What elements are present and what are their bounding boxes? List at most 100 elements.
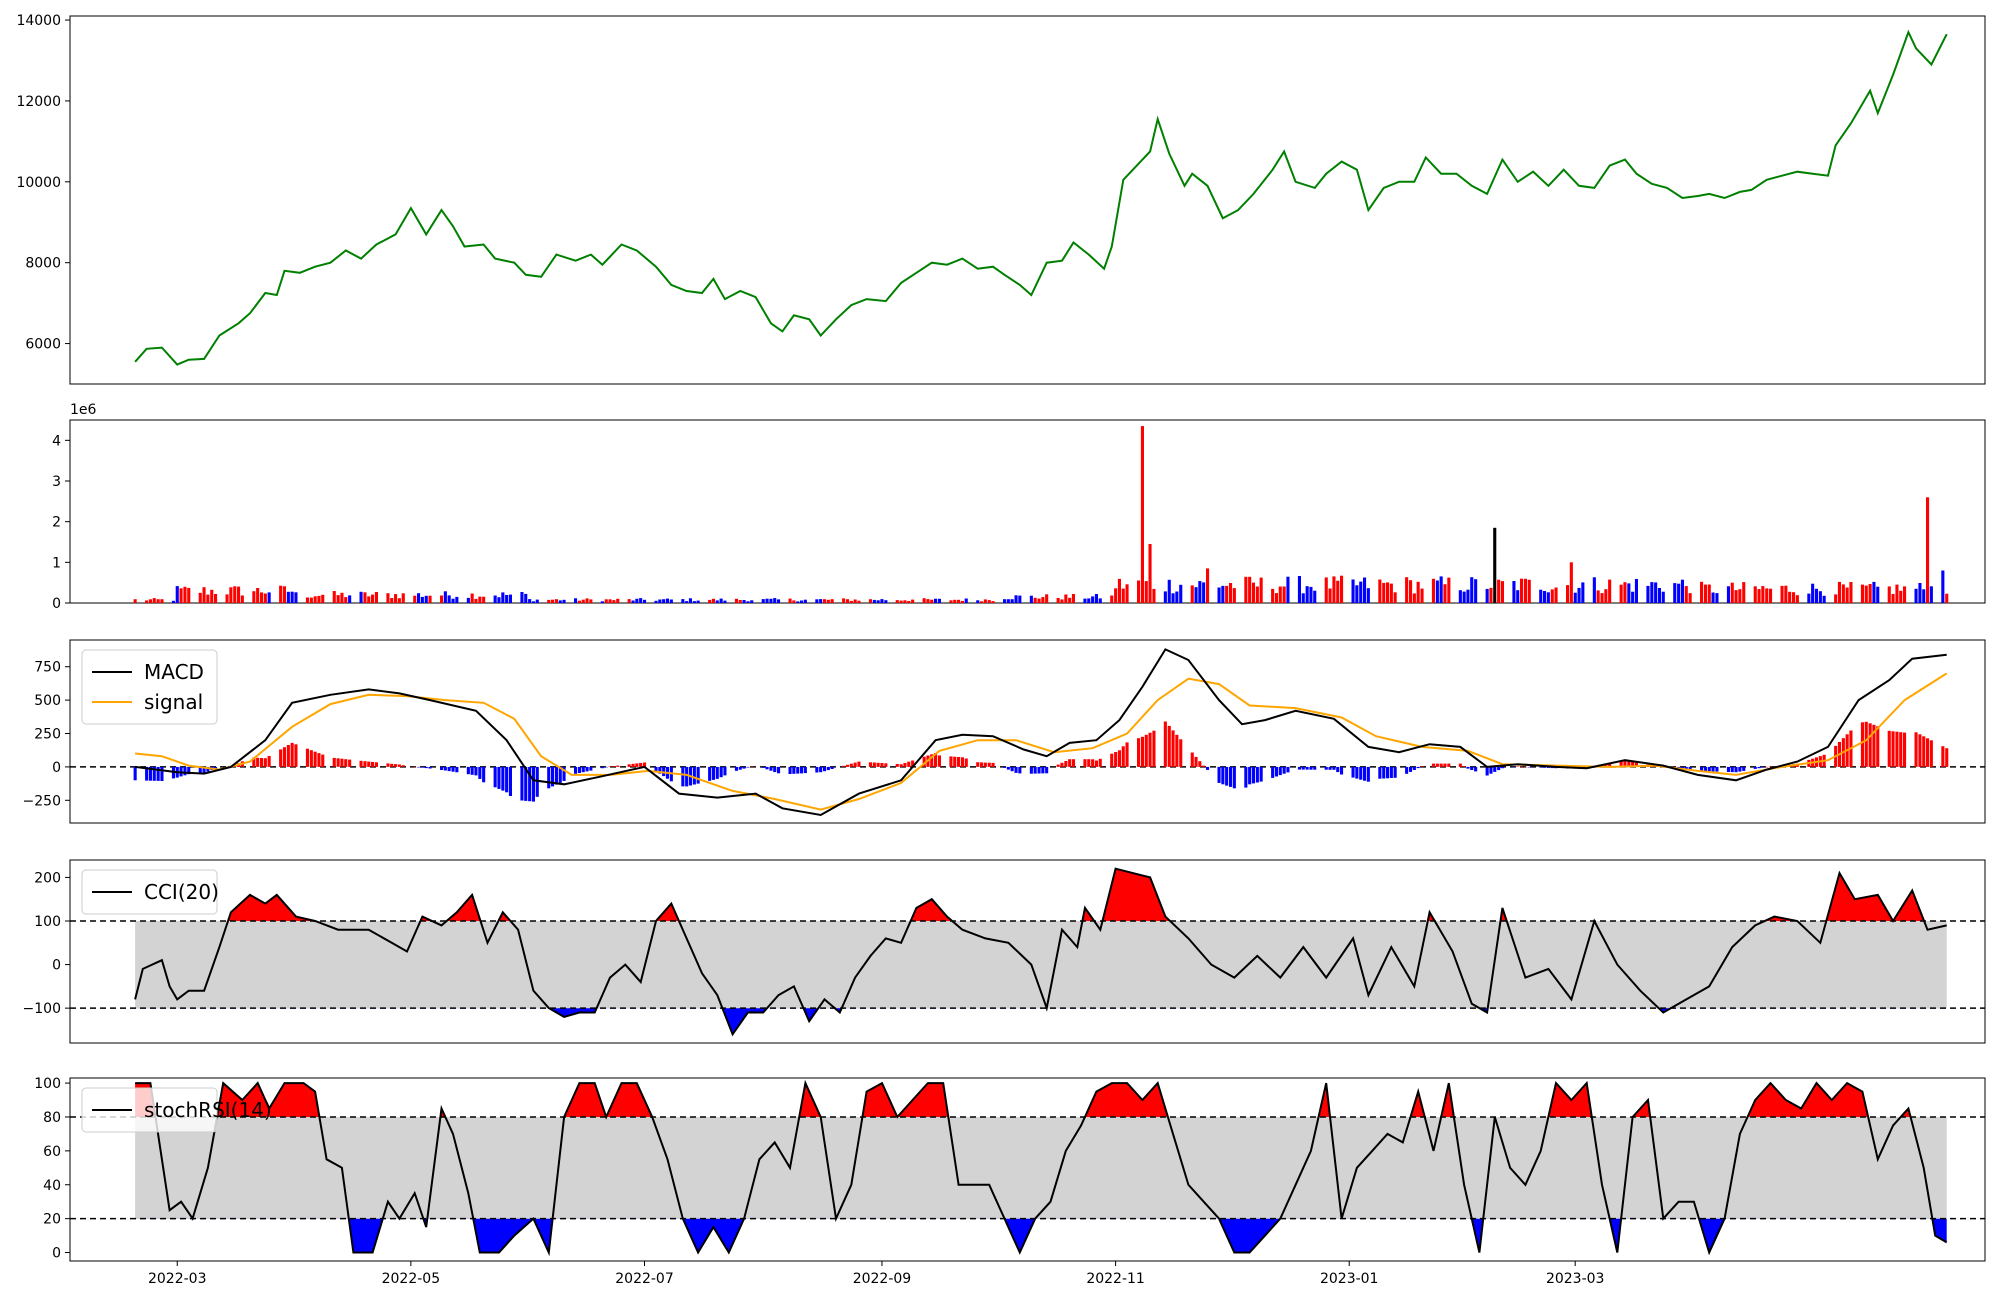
volume-bar	[535, 599, 539, 603]
volume-bar	[1167, 579, 1171, 603]
macd-hist-bar	[531, 766, 535, 802]
volume-bar	[290, 591, 294, 603]
macd-hist-bar	[1684, 766, 1688, 770]
macd-hist-bar	[976, 762, 980, 767]
macd-hist-bar	[658, 766, 662, 774]
volume-bar	[413, 595, 417, 603]
macd-hist-bar	[815, 766, 819, 773]
macd-histogram	[133, 721, 1949, 802]
macd-hist-bar	[1887, 730, 1891, 767]
volume-bar	[1064, 594, 1068, 603]
volume-bar	[1922, 589, 1926, 603]
macd-hist-bar	[1765, 766, 1769, 768]
volume-bar	[474, 598, 478, 603]
macd-hist-bar	[1382, 766, 1386, 779]
macd-hist-bar	[443, 766, 447, 771]
volume-bar	[317, 595, 321, 603]
macd-hist-bar	[520, 766, 524, 801]
volume-bar	[237, 586, 241, 603]
macd-hist-bar	[1324, 766, 1328, 770]
volume-bar	[359, 591, 363, 603]
volume-bar	[1765, 588, 1769, 603]
macd-hist-bar	[723, 766, 727, 776]
volume-bar	[1654, 582, 1658, 603]
volume-bar	[206, 594, 210, 603]
macd-hist-bar	[1098, 758, 1102, 767]
macd-hist-bar	[1175, 734, 1179, 767]
volume-bar	[520, 592, 524, 603]
volume-bar	[424, 595, 428, 603]
volume-bar	[344, 597, 348, 603]
macd-hist-bar	[1006, 766, 1010, 770]
macd-hist-bar	[417, 766, 421, 768]
macd-hist-bar	[152, 766, 156, 781]
macd-hist-bar	[371, 761, 375, 767]
price-ytick-label: 8000	[25, 256, 61, 272]
cci-ytick-label: 100	[34, 914, 61, 930]
macd-hist-bar	[1700, 766, 1704, 771]
macd-hist-bar	[1868, 723, 1872, 767]
price-ytick-label: 12000	[16, 94, 61, 110]
volume-bar	[1474, 579, 1478, 603]
volume-bar	[868, 599, 872, 603]
volume-bar	[1795, 595, 1799, 603]
macd-hist-bar	[1117, 750, 1121, 767]
macd-hist-bar	[551, 766, 555, 787]
macd-hist-bar	[1206, 766, 1210, 770]
macd-hist-bar	[1060, 762, 1064, 767]
volume-bar	[1217, 587, 1221, 603]
macd-hist-bar	[267, 756, 271, 767]
macd-hist-bar	[685, 766, 689, 787]
volume-bar	[574, 598, 578, 603]
macd-hist-bar	[792, 766, 796, 774]
volume-bar	[1715, 593, 1719, 603]
macd-hist-bar	[478, 766, 482, 779]
macd-hist-bar	[317, 753, 321, 767]
volume-bar	[1324, 577, 1328, 603]
volume-bar	[616, 598, 620, 603]
volume-bar	[210, 589, 214, 603]
macd-hist-bar	[1297, 766, 1301, 770]
macd-hist-bar	[711, 766, 715, 780]
volume-bar	[198, 592, 202, 603]
volume-bar	[960, 600, 964, 603]
macd-hist-bar	[937, 755, 941, 767]
macd-hist-bar	[1221, 766, 1225, 785]
volume-bar	[734, 598, 738, 603]
macd-hist-bar	[133, 766, 137, 781]
volume-bar	[1431, 578, 1435, 603]
macd-hist-bar	[1259, 766, 1263, 782]
macd-hist-bar	[528, 766, 532, 802]
macd-hist-bar	[589, 766, 593, 771]
macd-hist-bar	[1083, 759, 1087, 767]
volume-bar	[1435, 580, 1439, 603]
volume-bar	[662, 599, 666, 603]
volume-bar	[313, 596, 317, 603]
macd-hist-bar	[1041, 766, 1045, 774]
macd-hist-bar	[581, 766, 585, 773]
volume-bar	[1443, 584, 1447, 603]
volume-bar	[1581, 582, 1585, 603]
macd-hist-bar	[1742, 766, 1746, 771]
volume-bar	[1458, 590, 1462, 603]
volume-bar	[849, 600, 853, 603]
macd-hist-bar	[1512, 766, 1516, 768]
macd-ytick-label: 250	[34, 727, 61, 743]
macd-hist-bar	[305, 748, 309, 767]
volume-bar	[229, 587, 233, 603]
macd-hist-bar	[1198, 761, 1202, 767]
volume-bar	[907, 601, 911, 603]
volume-bar	[1623, 582, 1627, 603]
macd-hist-bar	[681, 766, 685, 787]
volume-bar	[1466, 589, 1470, 603]
macd-hist-bar	[616, 765, 620, 767]
volume-bar	[175, 586, 179, 603]
stochrsi-band	[135, 1116, 1947, 1219]
macd-hist-bar	[294, 744, 298, 767]
volume-bar	[133, 599, 137, 603]
volume-bar	[1037, 598, 1041, 603]
macd-hist-bar	[1500, 766, 1504, 769]
volume-bar	[1405, 577, 1409, 603]
macd-hist-bar	[1891, 731, 1895, 767]
